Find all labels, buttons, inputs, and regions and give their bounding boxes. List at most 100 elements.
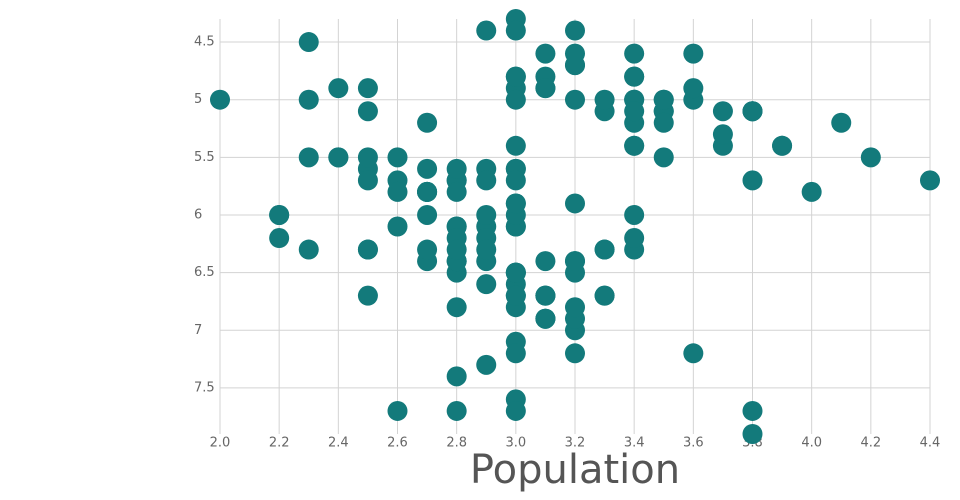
point xyxy=(712,101,733,122)
point xyxy=(535,251,556,272)
x-axis-title: Population xyxy=(470,447,680,493)
point xyxy=(565,20,585,41)
y-tick-label: 6.5 xyxy=(194,265,215,280)
point xyxy=(269,228,290,249)
point xyxy=(772,135,793,156)
point xyxy=(387,181,408,202)
x-tick-label: 3.0 xyxy=(505,436,526,451)
point xyxy=(860,147,881,168)
point xyxy=(565,343,585,364)
point xyxy=(535,78,556,99)
point xyxy=(476,170,497,191)
point xyxy=(742,400,763,421)
point xyxy=(357,101,378,122)
point xyxy=(683,78,704,99)
point xyxy=(298,239,319,260)
point xyxy=(298,147,319,168)
grid xyxy=(219,19,931,434)
point xyxy=(387,400,408,421)
point xyxy=(446,181,467,202)
point xyxy=(357,239,378,260)
point xyxy=(446,400,467,421)
point xyxy=(476,239,497,260)
point xyxy=(742,170,763,191)
y-tick-label: 7 xyxy=(194,323,202,338)
point xyxy=(565,89,585,110)
point xyxy=(476,204,497,225)
point xyxy=(328,147,349,168)
point xyxy=(653,112,674,133)
point xyxy=(624,66,645,87)
x-tick-label: 4.2 xyxy=(860,436,881,451)
x-tick-label: 2.8 xyxy=(446,436,467,451)
point xyxy=(357,78,378,99)
point xyxy=(417,239,438,260)
x-tick-label: 2.2 xyxy=(269,436,290,451)
point xyxy=(417,204,438,225)
point xyxy=(624,101,645,122)
point xyxy=(417,181,438,202)
point xyxy=(624,43,645,64)
point xyxy=(565,43,585,64)
x-tick-label: 2.0 xyxy=(210,436,231,451)
point xyxy=(505,343,526,364)
point xyxy=(653,147,674,168)
point xyxy=(476,20,497,41)
y-tick-label: 4.5 xyxy=(194,35,215,50)
point xyxy=(476,354,497,375)
point xyxy=(535,285,556,306)
point xyxy=(565,297,585,318)
point xyxy=(594,89,615,110)
point xyxy=(742,424,763,444)
point xyxy=(210,89,230,110)
point xyxy=(505,400,526,421)
point xyxy=(624,135,645,156)
x-tick-label: 2.6 xyxy=(387,436,408,451)
point xyxy=(387,147,408,168)
point xyxy=(505,89,526,110)
point xyxy=(505,135,526,156)
point xyxy=(535,308,556,329)
point xyxy=(446,239,467,260)
point xyxy=(505,66,526,87)
point xyxy=(476,274,497,295)
point xyxy=(565,193,585,214)
point xyxy=(565,251,585,272)
point xyxy=(712,124,733,145)
point xyxy=(298,89,319,110)
point xyxy=(594,285,615,306)
y-tick-label: 7.5 xyxy=(194,380,215,395)
y-tick-label: 5.5 xyxy=(194,150,215,165)
point xyxy=(624,228,645,249)
x-tick-label: 4.4 xyxy=(920,436,941,451)
x-tick-label: 4.0 xyxy=(801,436,822,451)
point xyxy=(594,239,615,260)
point xyxy=(653,89,674,110)
point xyxy=(328,78,349,99)
point xyxy=(417,158,438,179)
x-tick-label: 3.4 xyxy=(624,436,645,451)
point xyxy=(387,216,408,237)
point xyxy=(742,101,763,122)
y-tick-label: 5 xyxy=(194,92,202,107)
y-tick-label: 6 xyxy=(194,207,202,222)
point xyxy=(535,43,556,64)
point xyxy=(417,112,438,133)
point xyxy=(683,343,704,364)
point xyxy=(446,297,467,318)
point xyxy=(357,285,378,306)
point xyxy=(920,170,940,191)
point xyxy=(624,204,645,225)
point xyxy=(505,170,526,191)
x-tick-label: 3.2 xyxy=(565,436,586,451)
point xyxy=(801,181,822,202)
x-tick-label: 3.6 xyxy=(683,436,704,451)
point xyxy=(505,285,526,306)
point xyxy=(357,170,378,191)
point xyxy=(505,193,526,214)
point xyxy=(505,20,526,41)
point xyxy=(446,366,467,387)
point xyxy=(269,204,290,225)
point xyxy=(683,43,704,64)
